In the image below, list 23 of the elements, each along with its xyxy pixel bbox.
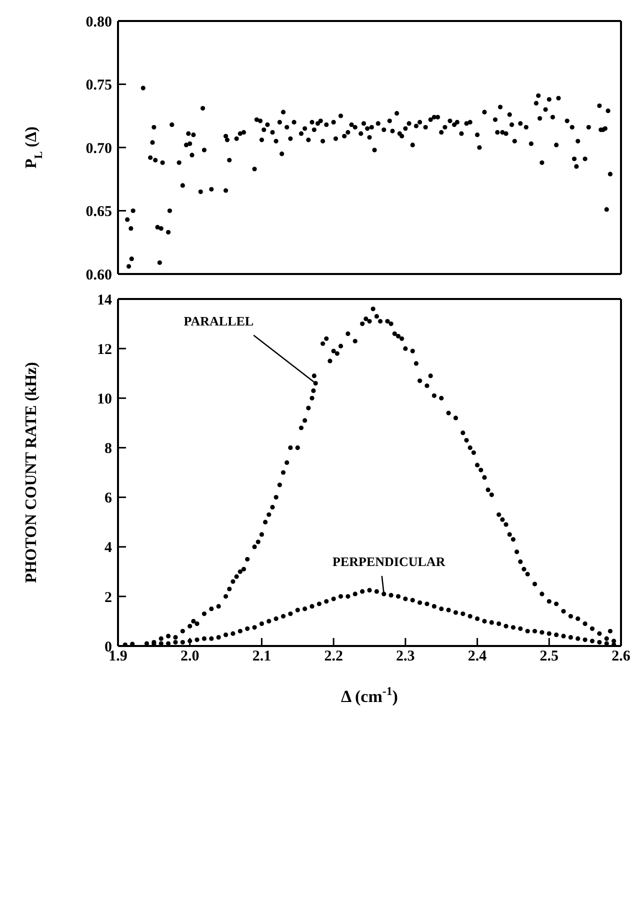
y-tick-label: 0.70 [86,140,112,157]
y-tick-label: 12 [97,342,112,358]
x-tick-label: 2.5 [540,648,559,665]
y-tick-label: 8 [104,441,112,458]
x-tick-label: 2.0 [180,648,200,665]
y-tick-label: 0.60 [86,267,112,284]
x-tick-label: 2.1 [252,648,272,665]
x-tick-label: 2.3 [396,648,415,665]
x-tick-label: 2.4 [468,648,488,665]
y-tick-label: 0.65 [86,204,112,220]
y-axis-title: PHOTON COUNT RATE (kHz) [23,362,40,583]
y-tick-label: 2 [104,590,112,606]
y-tick-label: 6 [104,490,112,507]
x-axis-title: Δ (cm$^{-1}$) [341,684,398,706]
x-tick-label: 2.6 [612,648,631,665]
annotation: PERPENDICULAR [332,554,446,569]
y-tick-label: 0.75 [86,78,112,94]
x-tick-label: 2.2 [324,648,343,665]
y-tick-label: 4 [104,540,112,556]
annotation: PARALLEL [184,313,254,328]
y-tick-label: 14 [97,292,112,308]
y-tick-label: 0.80 [86,14,112,30]
y-tick-label: 10 [97,391,112,408]
